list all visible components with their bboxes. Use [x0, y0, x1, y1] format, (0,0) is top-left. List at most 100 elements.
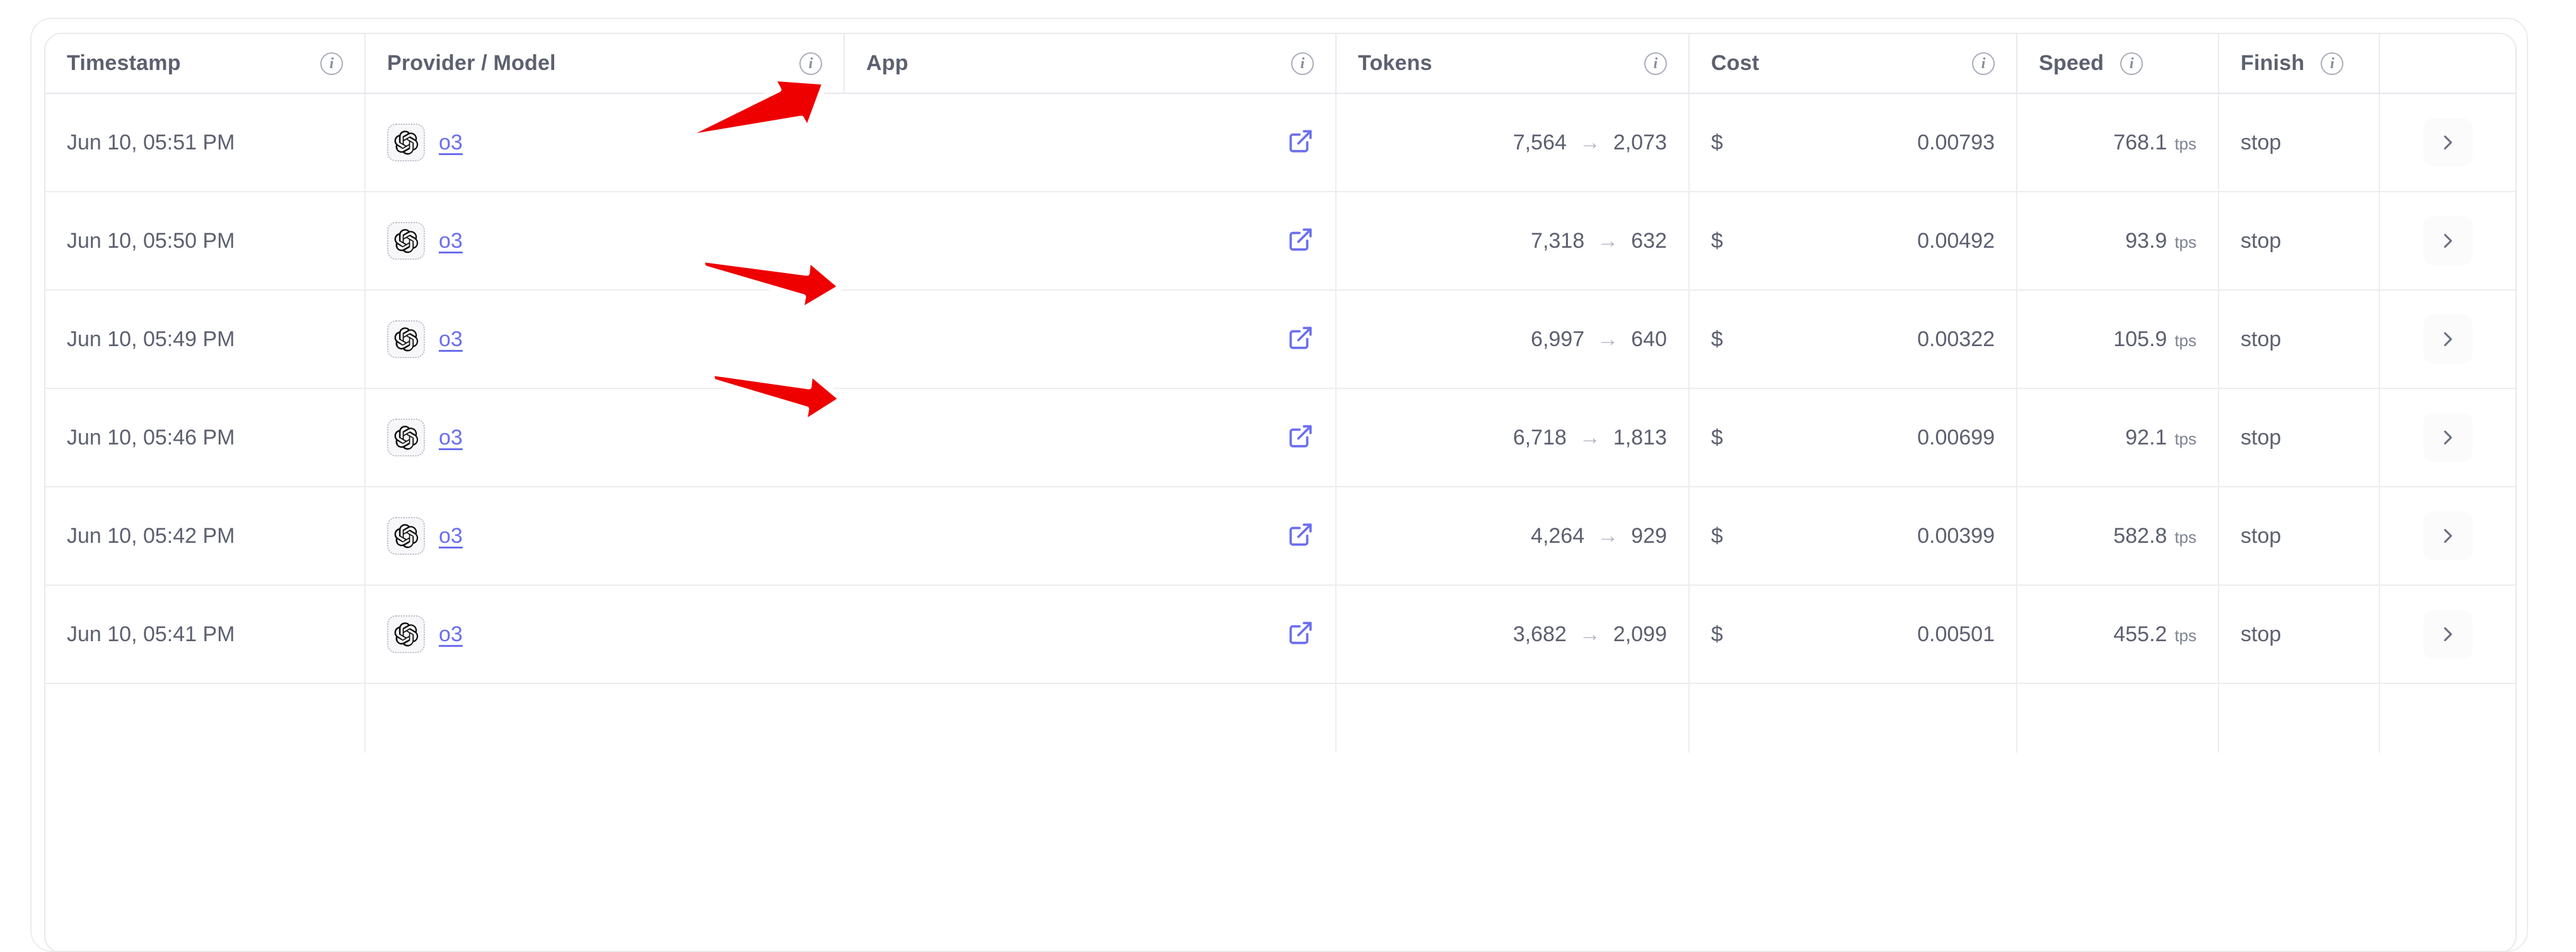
expand-row-button[interactable] [2423, 315, 2473, 364]
table-row[interactable]: Jun 10, 05:42 PM o3 4,264 → 929 $0.00399 582.8… [45, 487, 2515, 586]
table-row[interactable]: Jun 10, 05:50 PM o3 7,318 → 632 $0.00492 93.9 t… [45, 192, 2515, 291]
cell-expand[interactable] [2379, 93, 2515, 192]
info-icon[interactable] [799, 52, 822, 75]
finish-reason-value: stop [2241, 228, 2282, 253]
cell-expand[interactable] [2379, 683, 2515, 753]
model-link[interactable]: o3 [439, 228, 463, 253]
tokens-in-value: 7,318 [1531, 228, 1585, 253]
external-link-icon[interactable] [1287, 620, 1314, 649]
speed-value: 768.1 [2113, 130, 2167, 154]
info-icon[interactable] [1291, 52, 1314, 75]
speed-unit: tps [2174, 527, 2196, 547]
timestamp-value: Jun 10, 05:41 PM [67, 622, 235, 646]
external-link-icon[interactable] [1287, 423, 1314, 450]
cell-cost: $0.00322 [1689, 290, 2017, 389]
cell-expand[interactable] [2379, 192, 2515, 291]
table-row[interactable]: Jun 10, 05:41 PM o3 3,682 → 2,099 $0.00501 455… [45, 585, 2515, 684]
table-row-partial[interactable] [45, 683, 2515, 753]
external-link-icon[interactable] [1287, 521, 1314, 548]
column-header-cost[interactable]: Cost [1689, 34, 2017, 94]
openai-logo-icon [394, 524, 419, 549]
activity-card: Timestamp Provider / Model App [30, 18, 2528, 952]
speed-value: 93.9 [2125, 228, 2167, 253]
cell-speed: 582.8 tps [2017, 487, 2219, 586]
speed-value: 92.1 [2125, 425, 2167, 450]
info-icon[interactable] [2120, 52, 2144, 75]
column-header-app[interactable]: App [844, 34, 1337, 94]
info-icon[interactable] [320, 52, 343, 75]
external-link-icon[interactable] [1287, 226, 1314, 256]
model-link[interactable]: o3 [439, 425, 463, 450]
cell-speed [2017, 683, 2219, 753]
expand-row-button[interactable] [2423, 216, 2473, 265]
cell-finish: stop [2219, 192, 2380, 291]
column-header-tokens[interactable]: Tokens [1336, 34, 1690, 94]
external-link-icon[interactable] [1287, 521, 1314, 551]
table-row[interactable]: Jun 10, 05:51 PM o3 7,564 → 2,073 $0.00793 768… [45, 93, 2515, 192]
table-row[interactable]: Jun 10, 05:46 PM o3 6,718 → 1,813 $0.00699 92.… [45, 388, 2515, 487]
timestamp-value: Jun 10, 05:49 PM [67, 327, 235, 351]
column-header-provider-model[interactable]: Provider / Model [365, 34, 845, 94]
column-header-timestamp[interactable]: Timestamp [45, 34, 366, 94]
speed-unit: tps [2174, 429, 2196, 448]
external-link-icon[interactable] [1287, 325, 1314, 351]
cell-provider-model: o3 [365, 93, 844, 192]
openai-logo-icon [394, 327, 419, 352]
currency-symbol: $ [1711, 622, 1723, 646]
expand-row-button[interactable] [2423, 413, 2473, 462]
finish-reason-value: stop [2241, 130, 2282, 154]
cost-value: 0.00399 [1917, 523, 1995, 548]
cell-speed: 92.1 tps [2017, 388, 2219, 487]
external-link-icon[interactable] [1287, 226, 1314, 253]
cell-cost: $0.00699 [1689, 388, 2017, 487]
cell-app [844, 388, 1337, 487]
tokens-arrow-icon: → [1579, 425, 1601, 450]
finish-reason-value: stop [2241, 425, 2282, 450]
external-link-icon[interactable] [1287, 325, 1314, 354]
external-link-icon[interactable] [1287, 128, 1314, 154]
cell-app [844, 192, 1337, 291]
column-label-timestamp: Timestamp [67, 51, 181, 75]
speed-value: 105.9 [2113, 327, 2167, 351]
model-link[interactable]: o3 [439, 327, 463, 351]
model-link[interactable]: o3 [439, 622, 463, 646]
tokens-out-value: 1,813 [1613, 425, 1667, 450]
cell-app [844, 683, 1337, 753]
model-link[interactable]: o3 [439, 130, 463, 154]
cell-expand[interactable] [2379, 290, 2515, 389]
column-label-provider-model: Provider / Model [387, 51, 556, 75]
column-label-speed: Speed [2039, 51, 2104, 75]
table-row[interactable]: Jun 10, 05:49 PM o3 6,997 → 640 $0.00322 105.9… [45, 290, 2515, 389]
cell-expand[interactable] [2379, 585, 2515, 684]
external-link-icon[interactable] [1287, 128, 1314, 158]
openai-logo-icon [394, 622, 419, 647]
info-icon[interactable] [1972, 52, 1995, 75]
expand-row-button[interactable] [2423, 511, 2473, 560]
table-header: Timestamp Provider / Model App [45, 34, 2515, 94]
model-link[interactable]: o3 [439, 523, 463, 548]
timestamp-value: Jun 10, 05:50 PM [67, 228, 235, 253]
cell-expand[interactable] [2379, 388, 2515, 487]
speed-unit: tps [2174, 625, 2196, 645]
cell-tokens: 4,264 → 929 [1336, 487, 1690, 586]
expand-row-button[interactable] [2423, 118, 2473, 167]
speed-unit: tps [2174, 330, 2196, 350]
external-link-icon[interactable] [1287, 620, 1314, 646]
chevron-right-icon [2444, 528, 2452, 543]
expand-row-button[interactable] [2423, 610, 2473, 659]
column-header-speed[interactable]: Speed [2017, 34, 2219, 94]
cell-app [844, 93, 1337, 192]
column-header-finish[interactable]: Finish [2219, 34, 2380, 94]
chevron-right-icon [2444, 430, 2452, 445]
cell-speed: 93.9 tps [2017, 192, 2219, 291]
info-icon[interactable] [1644, 52, 1667, 75]
column-label-app: App [866, 51, 908, 75]
column-header-expand [2379, 34, 2515, 94]
openai-logo-icon [387, 222, 425, 260]
external-link-icon[interactable] [1287, 423, 1314, 453]
cell-expand[interactable] [2379, 487, 2515, 586]
cell-timestamp: Jun 10, 05:41 PM [45, 585, 366, 684]
cell-cost: $0.00399 [1689, 487, 2017, 586]
info-icon[interactable] [2321, 52, 2344, 75]
cell-tokens [1336, 683, 1690, 753]
